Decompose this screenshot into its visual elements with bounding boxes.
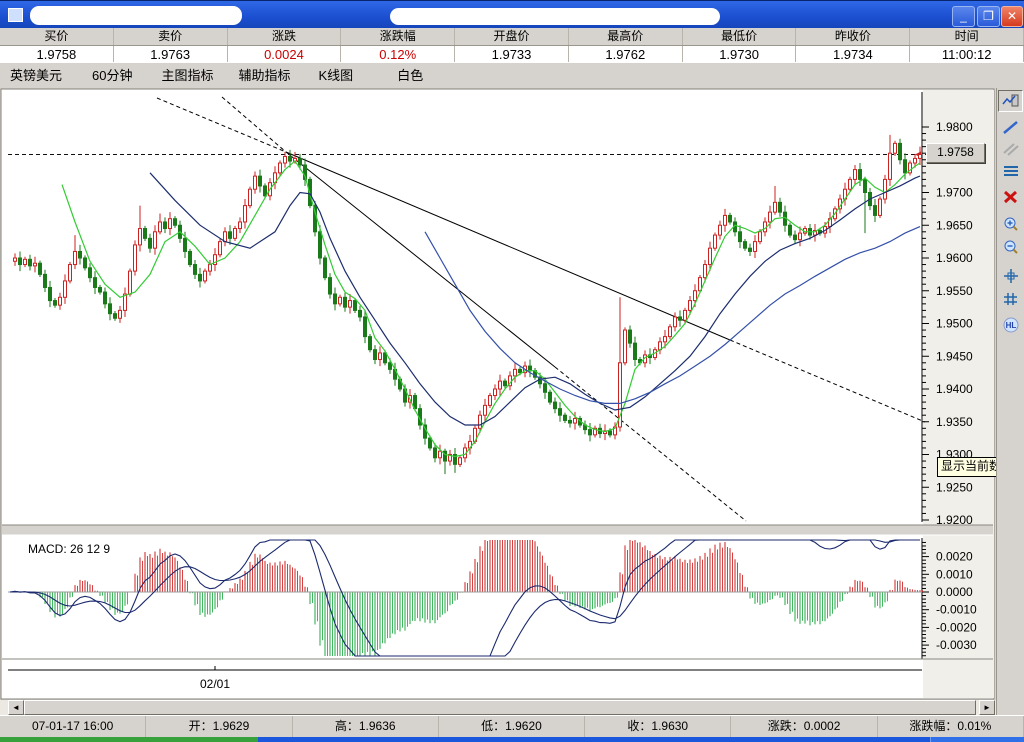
title-bar[interactable]: _ ❐ ✕ <box>0 0 1024 28</box>
macd-axis-label: -0.0030 <box>936 638 977 652</box>
status-bar: 07-01-17 16:00 开：1.9629 高：1.9636 低：1.9620 收：… <box>0 715 1024 737</box>
status-cell-1: 开：1.9629 <box>146 716 293 737</box>
taskbar-right-segment[interactable] <box>930 737 1024 742</box>
quote-label-6: 最低价 <box>683 28 797 45</box>
menu-item-1[interactable]: 60分钟 <box>92 68 133 83</box>
delete-x-icon-button[interactable] <box>998 187 1023 209</box>
price-axis-label: 1.9250 <box>936 480 973 494</box>
status-cell-0: 07-01-17 16:00 <box>0 716 147 737</box>
horizontal-lines-icon-button[interactable] <box>998 161 1023 183</box>
grid-icon-button[interactable] <box>998 289 1023 311</box>
title-text-redacted-2 <box>390 8 720 25</box>
zoom-in-icon-button[interactable] <box>998 214 1023 236</box>
price-axis-label: 1.9500 <box>936 317 973 331</box>
quote-label-5: 最高价 <box>569 28 683 45</box>
ma-mid-line <box>149 172 921 426</box>
quote-value-1: 1.9763 <box>114 46 228 63</box>
drawing-toolbar: HL <box>996 88 1024 737</box>
quote-value-8: 11:00:12 <box>910 46 1024 63</box>
chart-area[interactable]: 1.98001.97501.97001.96501.96001.95501.95… <box>0 88 996 700</box>
menu-bar: 英镑美元 60分钟 主图指标 辅助指标 K线图 白色 <box>0 62 1024 88</box>
macd-histogram <box>14 540 923 656</box>
scroll-left-button[interactable]: ◄ <box>8 700 24 715</box>
menu-item-3[interactable]: 辅助指标 <box>238 68 291 83</box>
price-axis-label: 1.9700 <box>936 186 973 200</box>
price-axis-label: 1.9350 <box>936 415 973 429</box>
scrollbar-thumb[interactable] <box>24 700 976 715</box>
price-axis-label: 1.9200 <box>936 513 973 527</box>
ma-slow-line <box>424 226 921 404</box>
svg-text:HL: HL <box>1005 321 1016 330</box>
quote-value-7: 1.9734 <box>796 46 911 63</box>
quote-label-1: 卖价 <box>114 28 228 45</box>
trendline[interactable] <box>285 151 556 368</box>
horizontal-scrollbar[interactable]: ◄ ► <box>0 700 996 715</box>
quote-value-3: 0.12% <box>341 46 456 63</box>
status-cell-3: 低：1.9620 <box>439 716 586 737</box>
app-icon <box>8 8 23 22</box>
high-low-icon-button[interactable]: HL <box>998 315 1023 337</box>
price-axis-label: 1.9450 <box>936 349 973 363</box>
price-axis-label: 1.9800 <box>936 120 973 134</box>
quote-label-8: 时间 <box>910 28 1024 45</box>
title-text-redacted <box>30 6 242 25</box>
trendline-icon-button[interactable] <box>998 117 1023 139</box>
price-axis-label: 1.9650 <box>936 218 973 232</box>
macd-params-label: MACD: 26 12 9 <box>28 542 110 556</box>
macd-axis-label: -0.0020 <box>936 620 977 634</box>
menu-item-0[interactable]: 英镑美元 <box>10 68 63 83</box>
quote-value-6: 1.9730 <box>683 46 797 63</box>
quote-label-2: 涨跌 <box>228 28 342 45</box>
trendline[interactable] <box>729 339 926 423</box>
menu-item-5[interactable]: 白色 <box>397 68 424 83</box>
status-cell-4: 收：1.9630 <box>585 716 732 737</box>
quote-values-row: 1.9758 1.9763 0.0024 0.12% 1.9733 1.9762 1.973… <box>0 46 1024 64</box>
close-button[interactable]: ✕ <box>1001 6 1023 27</box>
status-cell-5: 涨跌：0.0002 <box>731 716 878 737</box>
crosshair-icon-button[interactable] <box>998 266 1023 288</box>
macd-axis-label: 0.0000 <box>936 585 973 599</box>
quote-value-2: 0.0024 <box>228 46 342 63</box>
restore-button[interactable]: ❐ <box>977 6 1000 27</box>
macd-axis-label: 0.0010 <box>936 567 973 581</box>
macd-axis-label: -0.0010 <box>936 603 977 617</box>
trendline[interactable] <box>285 151 731 341</box>
quote-label-3: 涨跌幅 <box>341 28 456 45</box>
quote-label-7: 昨收价 <box>796 28 911 45</box>
taskbar-sliver[interactable] <box>0 737 1024 742</box>
macd-signal-line <box>9 539 920 657</box>
draw-line-chart-button[interactable] <box>998 90 1023 112</box>
menu-item-4[interactable]: K线图 <box>318 68 354 83</box>
taskbar-left-segment[interactable] <box>0 737 258 742</box>
status-cell-2: 高：1.9636 <box>293 716 439 737</box>
quote-header: 买价 卖价 涨跌 涨跌幅 开盘价 最高价 最低价 昨收价 时间 1.9758 1.9763 0.00… <box>0 28 1024 64</box>
zoom-out-icon-button[interactable] <box>998 237 1023 259</box>
chart-canvas[interactable]: 1.98001.97501.97001.96501.96001.95501.95… <box>0 88 996 700</box>
quote-value-4: 1.9733 <box>455 46 569 63</box>
ma-fast-line <box>61 160 921 458</box>
current-price-box: 1.9758 <box>926 143 985 163</box>
x-axis-date-label: 02/01 <box>200 677 230 691</box>
quote-label-0: 买价 <box>0 28 114 45</box>
trendline[interactable] <box>554 366 747 522</box>
price-axis-label: 1.9550 <box>936 284 973 298</box>
macd-axis-label: 0.0020 <box>936 550 973 564</box>
quote-value-5: 1.9762 <box>569 46 683 63</box>
scroll-right-button[interactable]: ► <box>979 700 995 715</box>
trendline[interactable] <box>221 96 287 153</box>
price-axis-label: 1.9600 <box>936 251 973 265</box>
price-axis-label: 1.9400 <box>936 382 973 396</box>
minimize-button[interactable]: _ <box>952 6 975 27</box>
parallel-lines-icon-button <box>998 139 1023 161</box>
quote-labels-row: 买价 卖价 涨跌 涨跌幅 开盘价 最高价 最低价 昨收价 时间 <box>0 28 1024 46</box>
trendline[interactable] <box>156 97 287 153</box>
quote-label-4: 开盘价 <box>455 28 569 45</box>
menu-item-2[interactable]: 主图指标 <box>161 68 214 83</box>
quote-value-0: 1.9758 <box>0 46 114 63</box>
status-cell-6: 涨跌幅：0.01% <box>878 716 1024 737</box>
